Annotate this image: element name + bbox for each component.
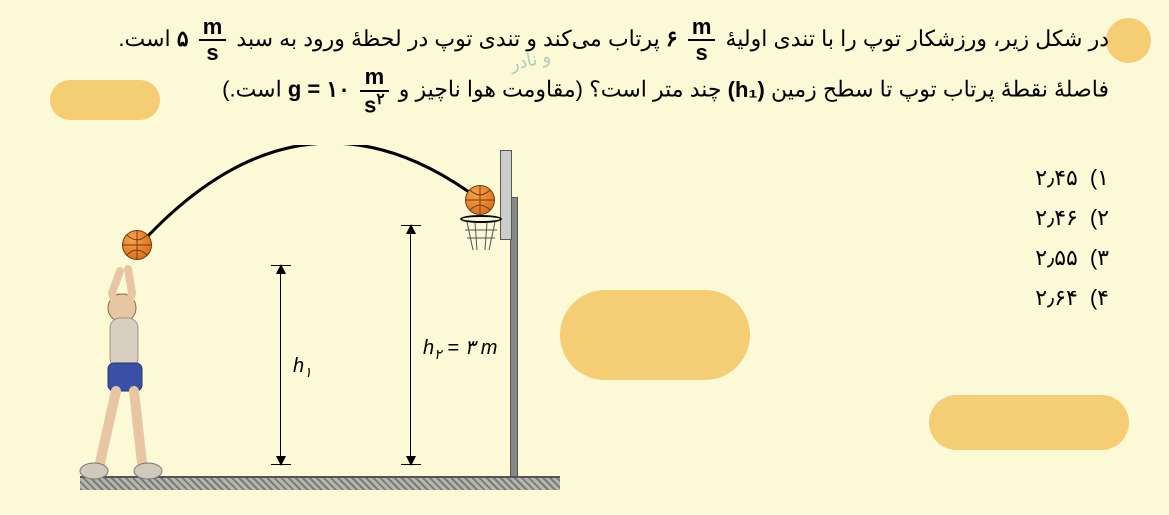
option-value: ۲٫۶۴ xyxy=(1035,285,1078,311)
unit-denominator: s xyxy=(199,41,227,65)
problem-line-1: در شکل زیر، ورزشکار توپ را با تندی اولیه… xyxy=(60,15,1109,65)
text-part: پرتاب می‌کند و تندی توپ در لحظهٔ ورود به… xyxy=(230,26,659,51)
problem-line-2: فاصلهٔ نقطهٔ پرتاب توپ تا سطح زمین (h₁) … xyxy=(60,65,1109,117)
option-label: ۱) xyxy=(1090,165,1109,191)
unit-numerator: m xyxy=(688,15,716,41)
ball-at-hoop xyxy=(465,185,495,215)
highlight-blob xyxy=(929,395,1129,450)
option-value: ۲٫۴۵ xyxy=(1035,165,1078,191)
unit-numerator: m xyxy=(360,65,389,91)
unit-denominator: s xyxy=(688,41,716,65)
initial-speed-value: ۶ xyxy=(666,26,678,51)
unit-numerator: m xyxy=(199,15,227,41)
text-part: در شکل زیر، ورزشکار توپ را با تندی اولیه… xyxy=(719,26,1109,51)
problem-statement: در شکل زیر، ورزشکار توپ را با تندی اولیه… xyxy=(60,15,1109,117)
option-2[interactable]: ۲) ۲٫۴۶ xyxy=(1035,205,1109,231)
option-1[interactable]: ۱) ۲٫۴۵ xyxy=(1035,165,1109,191)
dimension-tick xyxy=(271,265,291,266)
trajectory-arc xyxy=(120,145,520,345)
dimension-tick xyxy=(271,464,291,465)
ball-at-player xyxy=(122,230,152,260)
unit-fraction: m s xyxy=(688,15,716,65)
unit-denominator: s۲ xyxy=(360,92,389,118)
option-value: ۲٫۴۶ xyxy=(1035,205,1078,231)
highlight-blob xyxy=(560,290,750,380)
option-label: ۲) xyxy=(1090,205,1109,231)
final-speed-value: ۵ xyxy=(177,26,189,51)
dimension-tick xyxy=(401,464,421,465)
hoop-net xyxy=(465,222,497,250)
text-part: فاصلهٔ نقطهٔ پرتاب توپ تا سطح زمین xyxy=(765,77,1109,102)
option-label: ۴) xyxy=(1090,285,1109,311)
option-value: ۲٫۵۵ xyxy=(1035,245,1078,271)
option-4[interactable]: ۴) ۲٫۶۴ xyxy=(1035,285,1109,311)
hoop-backboard xyxy=(500,150,512,240)
unit-fraction: m s۲ xyxy=(360,65,389,117)
h2-label: h۲ = ۳ m xyxy=(423,335,497,363)
answer-options: ۱) ۲٫۴۵ ۲) ۲٫۴۶ ۳) ۲٫۵۵ ۴) ۲٫۶۴ xyxy=(1035,165,1109,325)
unit-fraction: m s xyxy=(199,15,227,65)
option-3[interactable]: ۳) ۲٫۵۵ xyxy=(1035,245,1109,271)
projectile-diagram: h۱ h۲ = ۳ m xyxy=(80,150,580,495)
g-expression: g = ۱۰ xyxy=(288,77,350,102)
dimension-tick xyxy=(401,225,421,226)
text-part: است.) xyxy=(222,77,282,102)
h1-symbol: (h₁) xyxy=(728,66,765,114)
highlight-blob xyxy=(1106,18,1151,63)
text-part: است. xyxy=(118,26,170,51)
dimension-h2: h۲ = ۳ m xyxy=(410,225,411,465)
dimension-h1: h۱ xyxy=(280,265,281,465)
text-part: چند متر است؟ (مقاومت هوا ناچیز و xyxy=(393,77,722,102)
option-label: ۳) xyxy=(1090,245,1109,271)
h1-label: h۱ xyxy=(293,355,312,381)
